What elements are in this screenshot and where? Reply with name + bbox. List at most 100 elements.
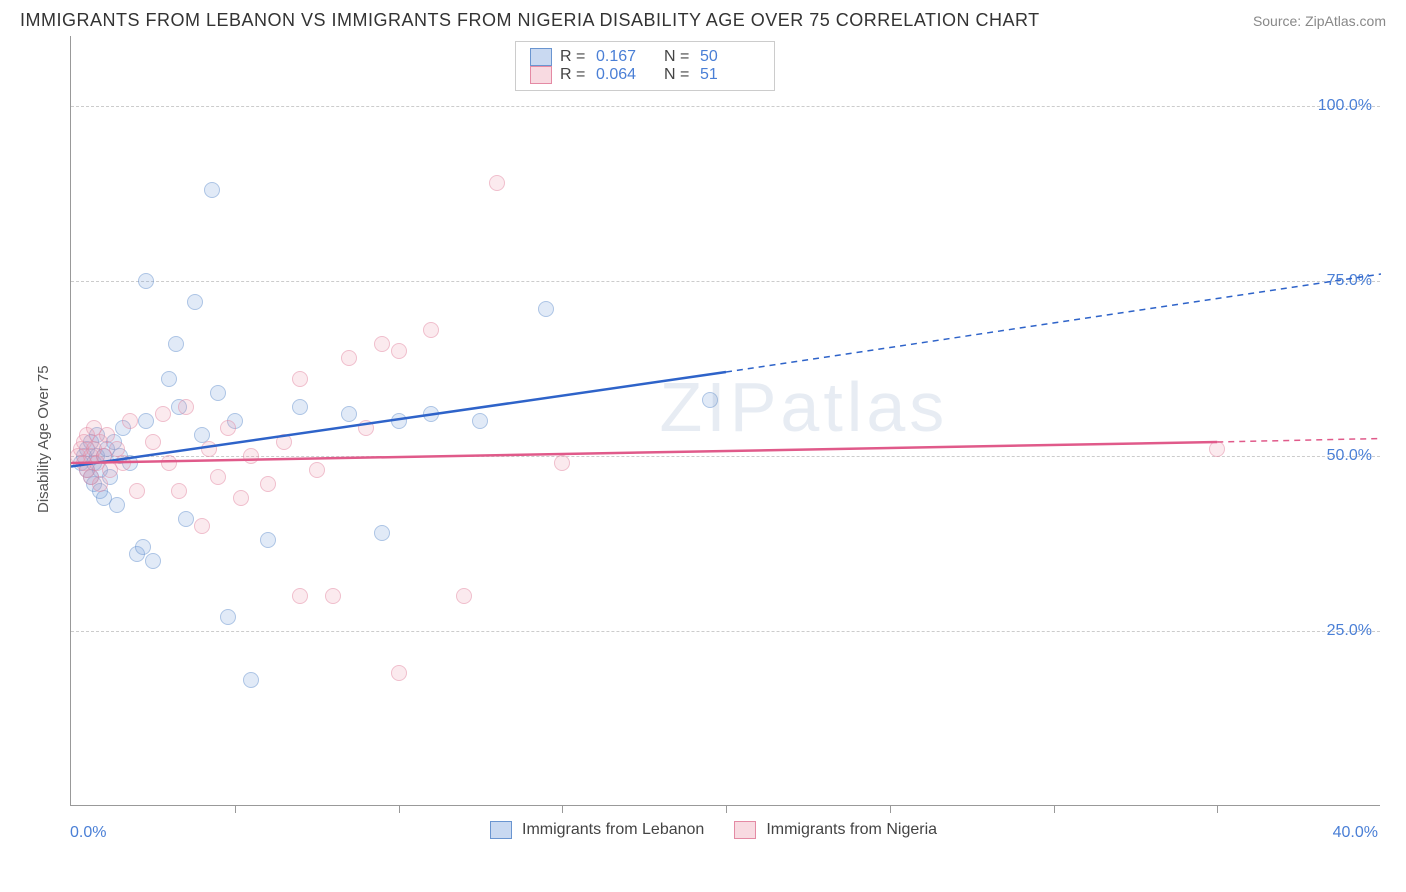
data-point [161,455,177,471]
data-point [187,294,203,310]
data-point [171,483,187,499]
stat-label-r: R = [560,48,588,66]
data-point [391,665,407,681]
stat-value-n: 50 [700,48,760,66]
legend-swatch [734,821,756,839]
stat-row: R = 0.064 N = 51 [530,66,760,84]
source-link[interactable]: ZipAtlas.com [1305,13,1386,29]
data-point [122,413,138,429]
y-tick-label: 100.0% [1318,97,1372,115]
data-point [456,588,472,604]
header: IMMIGRANTS FROM LEBANON VS IMMIGRANTS FR… [0,0,1406,36]
data-point [472,413,488,429]
data-point [243,448,259,464]
legend-label: Immigrants from Nigeria [766,821,937,839]
data-point [204,182,220,198]
stat-value-r: 0.167 [596,48,656,66]
data-point [292,371,308,387]
data-point [155,406,171,422]
data-point [210,469,226,485]
y-tick-label: 50.0% [1327,447,1372,465]
data-point [233,490,249,506]
x-tick [726,805,727,813]
data-point [178,399,194,415]
stat-label-r: R = [560,66,588,84]
gridline [71,631,1380,632]
data-point [1209,441,1225,457]
gridline [71,281,1380,282]
data-point [374,525,390,541]
legend-label: Immigrants from Lebanon [522,821,704,839]
data-point [220,609,236,625]
source-attribution: Source: ZipAtlas.com [1253,13,1386,29]
data-point [194,518,210,534]
data-point [423,406,439,422]
plot-area: 25.0% 50.0% 75.0% 100.0% [70,36,1380,806]
data-point [260,532,276,548]
x-min-label: 0.0% [70,824,106,842]
legend-item: Immigrants from Nigeria [734,821,937,839]
data-point [341,350,357,366]
data-point [135,539,151,555]
data-point [92,476,108,492]
trendlines [71,36,1381,806]
data-point [168,336,184,352]
gridline [71,106,1380,107]
stat-value-n: 51 [700,66,760,84]
data-point [391,343,407,359]
series-legend: Immigrants from Lebanon Immigrants from N… [490,821,937,839]
x-max-label: 40.0% [1333,824,1378,842]
data-point [702,392,718,408]
legend-swatch [490,821,512,839]
data-point [99,427,115,443]
x-tick [235,805,236,813]
data-point [109,497,125,513]
data-point [538,301,554,317]
stat-value-r: 0.064 [596,66,656,84]
data-point [145,553,161,569]
data-point [309,462,325,478]
correlation-chart: 25.0% 50.0% 75.0% 100.0% 0.0% 40.0% Disability… [20,36,1386,846]
data-point [260,476,276,492]
data-point [292,399,308,415]
y-tick-label: 75.0% [1327,272,1372,290]
y-axis-title: Disability Age Over 75 [35,366,52,514]
data-point [115,455,131,471]
data-point [358,420,374,436]
x-tick [562,805,563,813]
data-point [423,322,439,338]
data-point [178,511,194,527]
data-point [161,371,177,387]
data-point [276,434,292,450]
stat-row: R = 0.167 N = 50 [530,48,760,66]
data-point [554,455,570,471]
stat-label-n: N = [664,48,692,66]
x-tick [1217,805,1218,813]
correlation-stat-box: R = 0.167 N = 50 R = 0.064 N = 51 [515,41,775,91]
data-point [325,588,341,604]
source-prefix: Source: [1253,13,1305,29]
data-point [374,336,390,352]
data-point [138,413,154,429]
x-tick [399,805,400,813]
x-tick [890,805,891,813]
gridline [71,456,1380,457]
stat-label-n: N = [664,66,692,84]
data-point [243,672,259,688]
data-point [489,175,505,191]
data-point [145,434,161,450]
data-point [201,441,217,457]
series-swatch [530,66,552,84]
data-point [210,385,226,401]
data-point [220,420,236,436]
data-point [391,413,407,429]
data-point [341,406,357,422]
data-point [292,588,308,604]
data-point [129,483,145,499]
legend-item: Immigrants from Lebanon [490,821,704,839]
data-point [138,273,154,289]
x-tick [1054,805,1055,813]
y-tick-label: 25.0% [1327,622,1372,640]
chart-title: IMMIGRANTS FROM LEBANON VS IMMIGRANTS FR… [20,10,1040,31]
series-swatch [530,48,552,66]
